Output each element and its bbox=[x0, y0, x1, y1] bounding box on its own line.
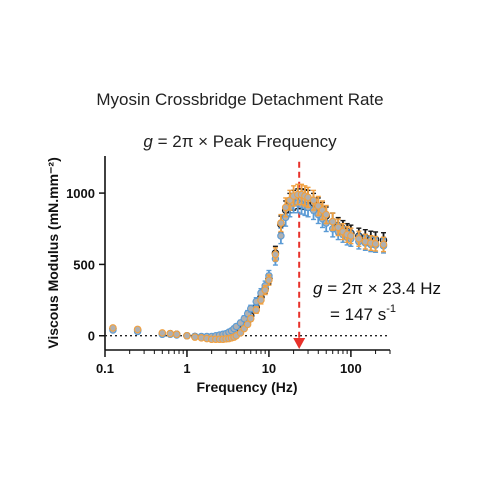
data-point bbox=[347, 232, 355, 240]
annotation-line-2: = 147 s-1 bbox=[330, 303, 396, 324]
x-tick-label: 1 bbox=[183, 361, 190, 376]
data-point bbox=[158, 329, 167, 337]
data-point bbox=[271, 250, 280, 259]
data-point bbox=[183, 331, 191, 340]
x-tick-label: 10 bbox=[262, 361, 276, 376]
data-point bbox=[261, 286, 269, 294]
data-point bbox=[379, 240, 388, 249]
x-tick-label: 0.1 bbox=[96, 361, 114, 376]
peak-annotation: g = 2π × 23.4 Hz = 147 s-1 bbox=[313, 279, 441, 324]
data-point bbox=[277, 219, 285, 227]
annotation-line-1: g = 2π × 23.4 Hz bbox=[313, 279, 441, 298]
data-point bbox=[328, 217, 337, 226]
data-point bbox=[281, 203, 290, 212]
y-tick-label: 1000 bbox=[66, 186, 95, 201]
data-point bbox=[133, 325, 142, 334]
data-point bbox=[252, 306, 260, 314]
y-tick-label: 500 bbox=[73, 257, 95, 272]
axis-ticks: 0 500 1000 0.1 1 10 100 bbox=[66, 186, 391, 376]
y-tick-label: 0 bbox=[88, 329, 95, 344]
x-axis-label: Frequency (Hz) bbox=[196, 379, 297, 395]
data-point bbox=[371, 239, 380, 248]
data-point bbox=[246, 314, 255, 323]
data-point bbox=[334, 223, 342, 232]
x-tick-label: 100 bbox=[340, 361, 362, 376]
data-point bbox=[265, 276, 273, 284]
data-point bbox=[243, 320, 252, 329]
data-point bbox=[355, 234, 363, 243]
series-layer bbox=[109, 183, 388, 344]
data-point bbox=[191, 333, 199, 341]
axes: 0 500 1000 0.1 1 10 100 bbox=[66, 156, 391, 376]
data-point bbox=[166, 329, 174, 338]
equation-text: = 2π × Peak Frequency bbox=[152, 132, 337, 151]
equation-variable: g bbox=[143, 132, 153, 151]
data-point bbox=[277, 232, 285, 240]
peak-marker bbox=[293, 161, 306, 349]
chart-title: Myosin Crossbridge Detachment Rate bbox=[96, 90, 384, 109]
data-point bbox=[322, 210, 330, 219]
series-orange bbox=[109, 183, 388, 344]
data-point bbox=[172, 330, 181, 339]
data-point bbox=[309, 196, 318, 204]
peak-arrow-head bbox=[293, 338, 306, 349]
chart-equation: g = 2π × Peak Frequency bbox=[0, 132, 480, 152]
y-axis-label: Viscous Modulus (mN.mm⁻²) bbox=[45, 157, 61, 348]
data-point bbox=[257, 296, 265, 304]
data-point bbox=[109, 324, 117, 332]
